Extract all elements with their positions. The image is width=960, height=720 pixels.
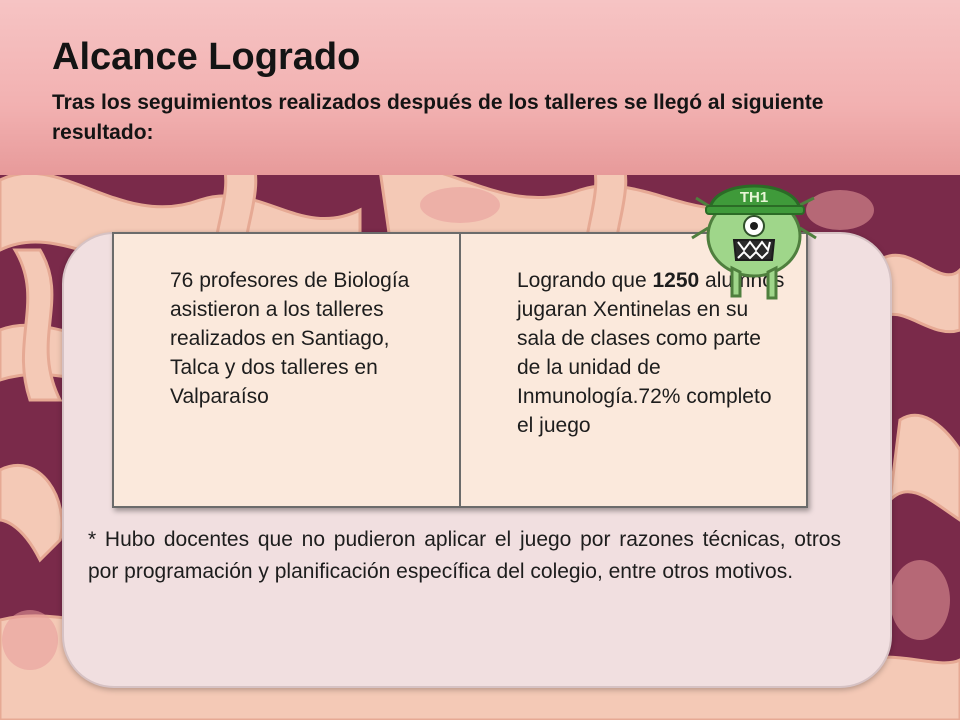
- th1-cell-mascot-icon: TH1: [691, 184, 817, 300]
- helmet-label: TH1: [740, 189, 768, 206]
- header-band: [0, 0, 960, 175]
- students-text-prefix: Logrando que: [517, 269, 653, 292]
- footnote: * Hubo docentes que no pudieron aplicar …: [88, 528, 841, 583]
- results-table: 76 profesores de Biología asistieron a l…: [112, 232, 808, 508]
- students-text-suffix: alumnos jugaran Xentinelas en su sala de…: [517, 269, 785, 437]
- students-count: 1250: [652, 269, 700, 292]
- slide-title: Alcance Logrado: [52, 36, 361, 78]
- slide-subtitle: Tras los seguimientos realizados después…: [52, 91, 824, 144]
- results-cell-teachers: 76 profesores de Biología asistieron a l…: [114, 234, 459, 506]
- teachers-text: 76 profesores de Biología asistieron a l…: [170, 269, 410, 408]
- results-cell-students: Logrando que 1250 alumnos jugaran Xentin…: [459, 234, 806, 506]
